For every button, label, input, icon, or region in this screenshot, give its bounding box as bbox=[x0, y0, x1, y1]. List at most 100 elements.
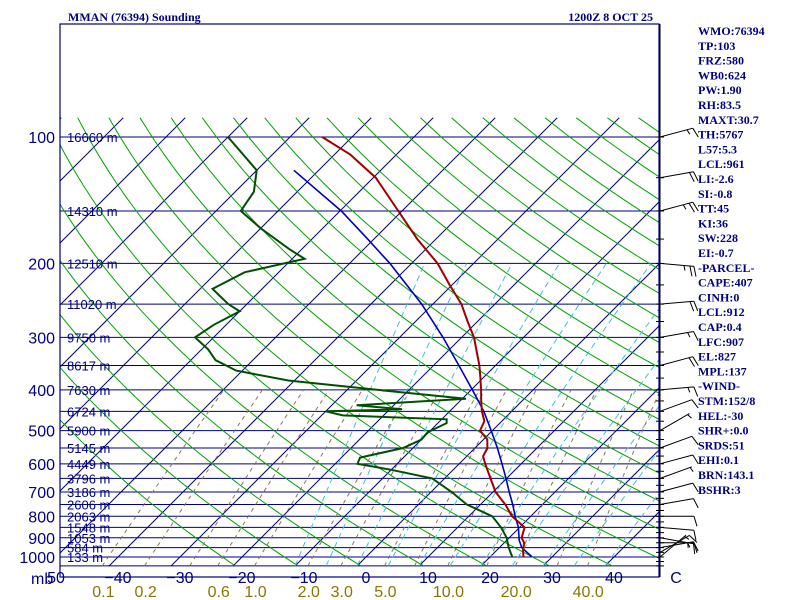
isotherm-line bbox=[418, 325, 659, 567]
moist-adiabat-line bbox=[511, 358, 659, 567]
sounding-index: SW:228 bbox=[698, 231, 738, 245]
sounding-index: LCL:912 bbox=[698, 305, 745, 319]
mixing-ratio-label: 1.0 bbox=[244, 584, 266, 600]
sounding-index: -WIND- bbox=[698, 379, 740, 393]
mixing-ratio-label: 0.2 bbox=[135, 584, 157, 600]
mixing-ratio-label: 0.6 bbox=[208, 584, 230, 600]
isotherm-line bbox=[108, 117, 558, 567]
height-label: 11020 m bbox=[67, 297, 117, 312]
isotherm-line bbox=[60, 117, 434, 492]
sounding-index: MAXT:30.7 bbox=[698, 113, 759, 127]
moist-adiabat-line bbox=[604, 492, 659, 567]
dry-adiabat-line bbox=[295, 117, 659, 394]
moist-adiabat-line bbox=[480, 308, 659, 567]
height-label: 2606 m bbox=[67, 498, 110, 513]
wind-barb bbox=[659, 534, 698, 553]
isotherm-line bbox=[60, 117, 248, 306]
pressure-tick-label: 700 bbox=[28, 485, 55, 502]
temperature-tick-label: 40 bbox=[605, 570, 623, 587]
temperature-tick-label: 50 bbox=[47, 570, 65, 587]
mixing-ratio-line bbox=[217, 389, 330, 567]
dewpoint-trace bbox=[193, 136, 514, 558]
isotherm-line bbox=[542, 449, 659, 567]
wind-barb bbox=[659, 386, 699, 397]
mixing-ratio-line bbox=[144, 389, 263, 567]
wind-barb bbox=[659, 331, 699, 342]
height-label: 12510 m bbox=[67, 256, 118, 271]
dry-adiabat-line bbox=[139, 117, 659, 530]
moist-adiabat-line bbox=[418, 263, 607, 567]
pressure-tick-label: 600 bbox=[28, 457, 55, 474]
sounding-index: STM:152/8 bbox=[698, 394, 755, 408]
sounding-index: EL:827 bbox=[698, 350, 736, 364]
height-label: 16660 m bbox=[67, 130, 118, 145]
height-label: 1053 m bbox=[67, 531, 110, 546]
temperature-tick-label: −20 bbox=[228, 570, 255, 587]
dry-adiabat-line bbox=[201, 117, 659, 474]
sounding-index: WB0:624 bbox=[698, 68, 746, 82]
dry-adiabat-line bbox=[77, 117, 613, 567]
pressure-tick-label: 100 bbox=[28, 130, 55, 147]
title-station: MMAN (76394) Sounding bbox=[68, 10, 201, 24]
pressure-tick-label: 800 bbox=[28, 509, 55, 526]
isotherm-line bbox=[60, 117, 186, 244]
pressure-tick-label: 900 bbox=[28, 531, 55, 548]
dry-adiabat-line bbox=[264, 117, 659, 420]
sounding-index: SI:-0.8 bbox=[698, 187, 732, 201]
height-label: 8617 m bbox=[67, 359, 110, 374]
wind-barb bbox=[659, 435, 699, 449]
height-label: 3796 m bbox=[67, 471, 110, 486]
mixing-ratio-label: 2.0 bbox=[298, 584, 320, 600]
mixing-ratio-label: 40.0 bbox=[573, 584, 604, 600]
mixing-ratio-label: 5.0 bbox=[374, 584, 396, 600]
title-time: 1200Z 8 OCT 25 bbox=[568, 10, 653, 24]
temperature-tick-label: −30 bbox=[166, 570, 193, 587]
pressure-tick-label: 400 bbox=[28, 383, 55, 400]
isotherm-line bbox=[60, 117, 496, 554]
sounding-index: BSHR:3 bbox=[698, 483, 741, 497]
dry-adiabat-line bbox=[763, 118, 800, 566]
sounding-index: TT:45 bbox=[698, 202, 729, 216]
height-label: 5145 m bbox=[67, 441, 110, 456]
dry-adiabat-line bbox=[388, 117, 659, 319]
height-label: 7630 m bbox=[67, 383, 110, 398]
isotherm-line bbox=[60, 117, 372, 430]
sounding-index: WMO:76394 bbox=[698, 24, 765, 38]
isotherm-line bbox=[170, 117, 620, 567]
dry-adiabat-line bbox=[60, 366, 299, 567]
moist-adiabat-line bbox=[356, 263, 513, 567]
wind-barb bbox=[659, 454, 699, 465]
dry-adiabat-line bbox=[482, 117, 659, 247]
sounding-index: SHR+:0.0 bbox=[698, 424, 749, 438]
wind-barb bbox=[659, 356, 699, 367]
sounding-index: PW:1.90 bbox=[698, 83, 742, 97]
sounding-index: EHI:0.1 bbox=[698, 453, 739, 467]
wind-barb bbox=[660, 515, 698, 527]
isotherm-line bbox=[294, 201, 659, 567]
isotherm-line bbox=[60, 117, 310, 368]
dry-adiabat-line bbox=[108, 117, 659, 559]
mixing-ratio-line bbox=[486, 389, 572, 567]
height-label: 1548 m bbox=[67, 520, 110, 535]
height-label: 6724 m bbox=[67, 404, 110, 419]
sounding-index: KI:36 bbox=[698, 216, 728, 230]
temperature-tick-label: C bbox=[670, 570, 682, 587]
pressure-tick-label: 200 bbox=[28, 256, 55, 273]
moist-adiabat-line bbox=[542, 405, 659, 567]
wind-barb bbox=[659, 300, 699, 312]
height-label: 9750 m bbox=[67, 330, 110, 345]
moist-adiabat-line bbox=[573, 449, 659, 567]
sounding-index: SRDS:51 bbox=[698, 438, 745, 452]
height-label: 133 m bbox=[67, 550, 103, 565]
wind-barb bbox=[659, 413, 692, 432]
dry-adiabat-line bbox=[357, 117, 659, 343]
dry-adiabat-line bbox=[326, 117, 659, 369]
sounding-index: MPL:137 bbox=[698, 364, 747, 378]
isotherm-line bbox=[356, 263, 659, 567]
temperature-tick-label: 30 bbox=[543, 570, 561, 587]
height-label: 2063 m bbox=[67, 509, 110, 524]
temperature-tick-label: 20 bbox=[481, 570, 499, 587]
mixing-ratio-line bbox=[587, 392, 659, 567]
sounding-index: HEL:-30 bbox=[698, 409, 743, 423]
mixing-ratio-label: 10.0 bbox=[433, 584, 464, 600]
